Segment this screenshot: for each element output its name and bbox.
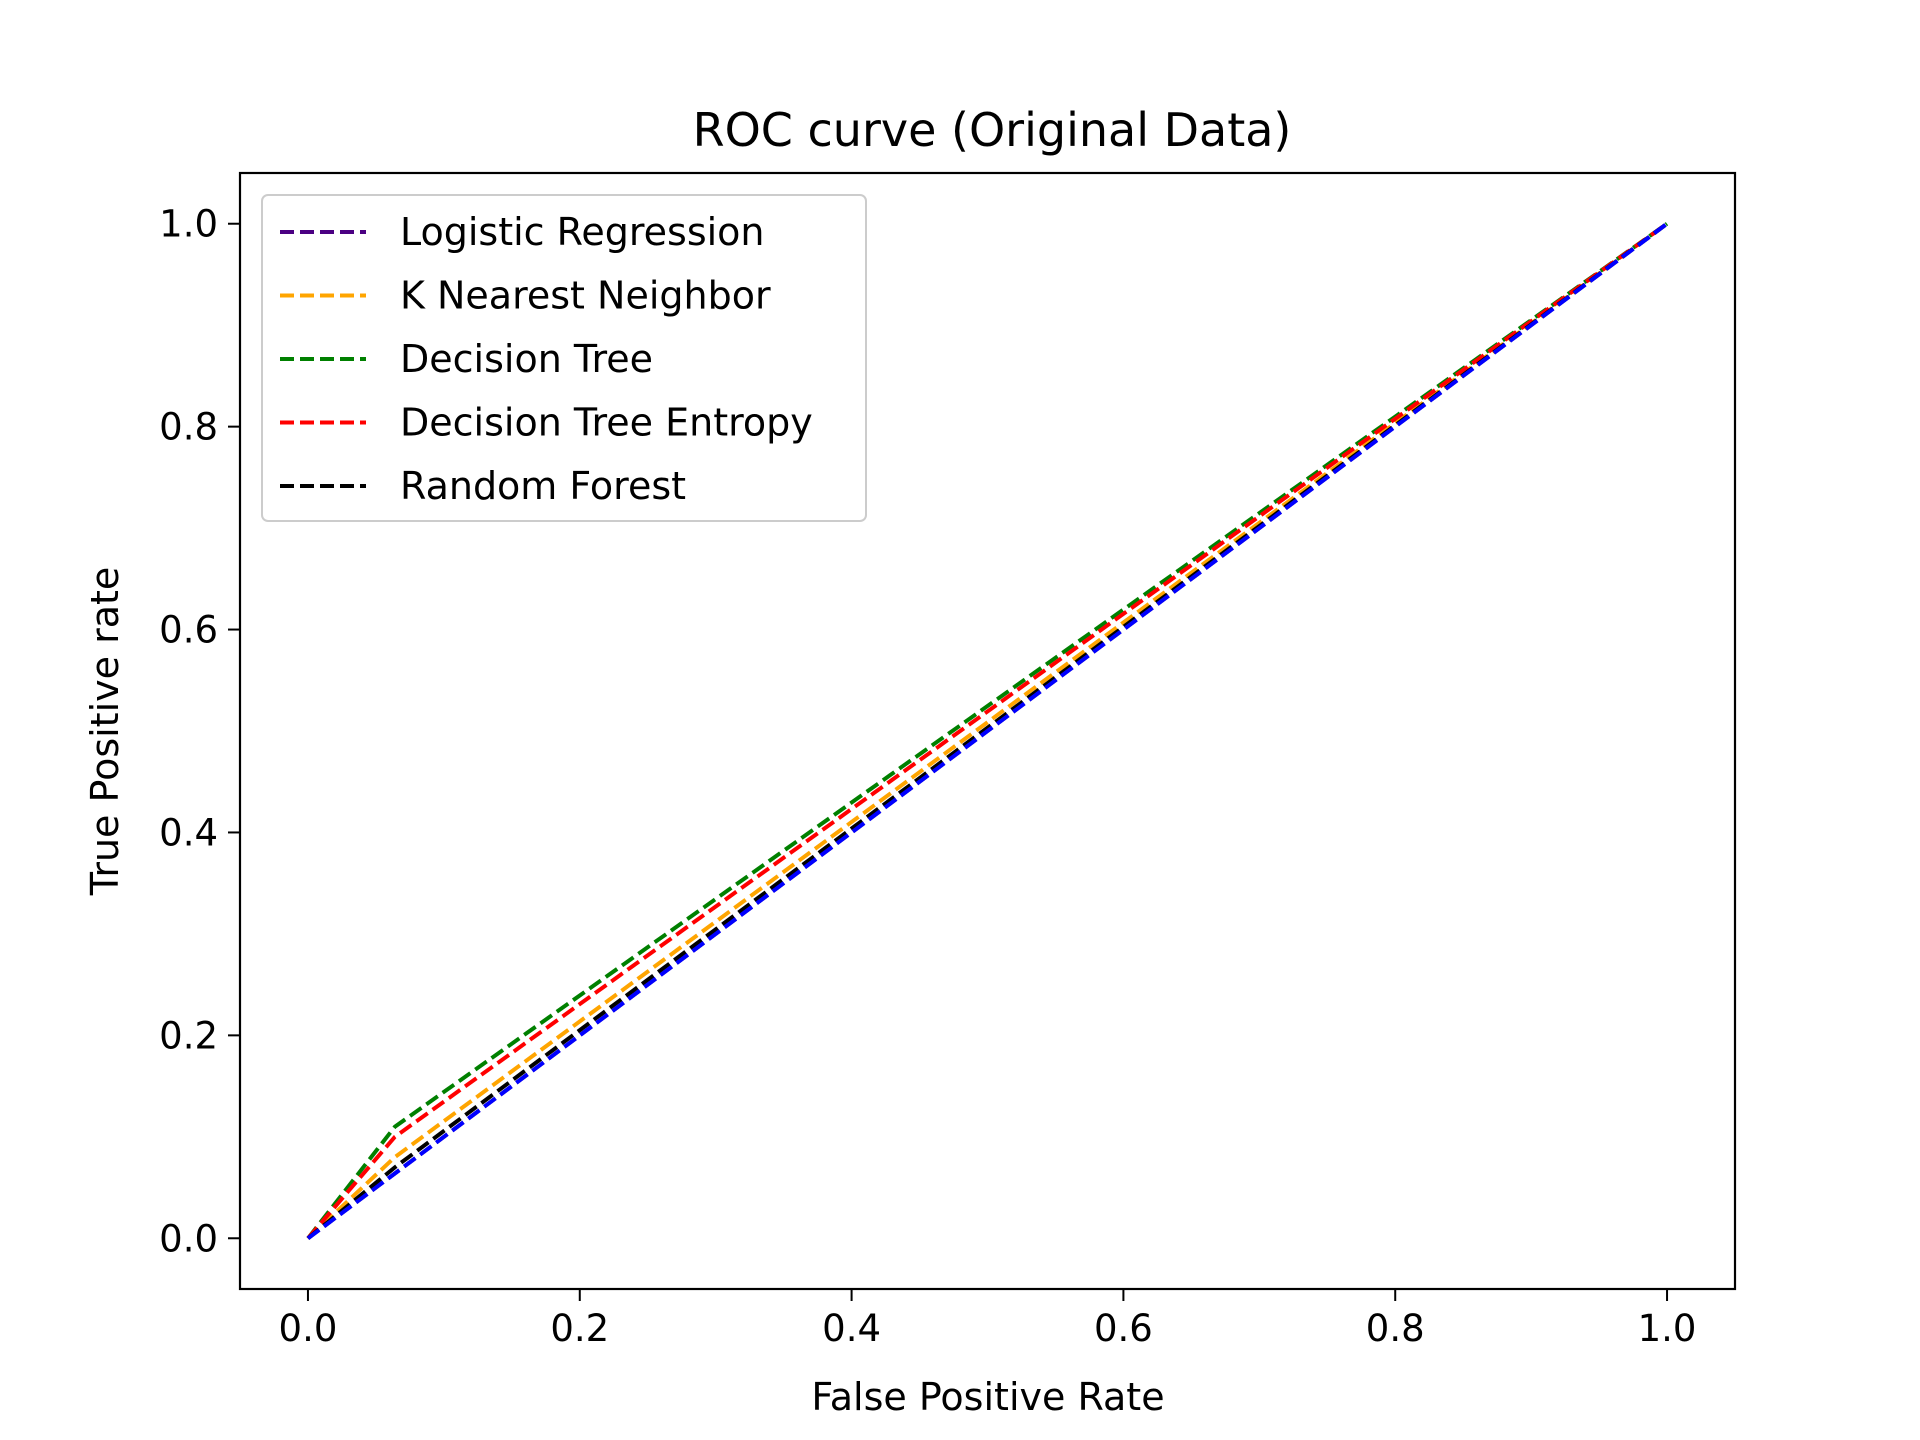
y-axis-ticks: 0.0 0.2 0.4 0.6 0.8 1.0 bbox=[159, 203, 240, 1260]
x-tick-label: 0.6 bbox=[1094, 1307, 1153, 1350]
legend-label: Random Forest bbox=[400, 464, 686, 508]
x-tick-label: 0.0 bbox=[279, 1307, 338, 1350]
legend-label: Decision Tree bbox=[400, 337, 653, 381]
legend-entries: Logistic Regression K Nearest Neighbor Dec… bbox=[280, 210, 813, 508]
y-tick-label: 0.2 bbox=[159, 1014, 218, 1057]
series-line-decision-tree bbox=[306, 222, 1669, 1240]
x-tick-label: 0.2 bbox=[550, 1307, 609, 1350]
x-tick-label: 1.0 bbox=[1638, 1307, 1697, 1350]
legend-label: K Nearest Neighbor bbox=[400, 274, 771, 318]
y-tick-label: 0.6 bbox=[159, 609, 218, 652]
plot-frame bbox=[238, 171, 1737, 1291]
legend-label: Decision Tree Entropy bbox=[400, 401, 813, 445]
legend: Logistic Regression K Nearest Neighbor Dec… bbox=[261, 194, 867, 522]
y-axis-label: True Positive rate bbox=[83, 567, 127, 897]
y-tick-label: 1.0 bbox=[159, 203, 218, 246]
x-axis-ticks: 0.0 0.2 0.4 0.6 0.8 1.0 bbox=[279, 1289, 1697, 1350]
legend-box bbox=[261, 194, 867, 522]
x-tick-label: 0.4 bbox=[822, 1307, 881, 1350]
y-tick-label: 0.4 bbox=[159, 811, 218, 854]
y-tick-label: 0.0 bbox=[159, 1217, 218, 1260]
x-tick-label: 0.8 bbox=[1366, 1307, 1425, 1350]
y-tick-label: 0.8 bbox=[159, 406, 218, 449]
series-line-k-nearest-neighbor bbox=[306, 222, 1669, 1240]
x-axis-label: False Positive Rate bbox=[811, 1375, 1164, 1419]
series-line-reference-5 bbox=[306, 222, 1669, 1240]
legend-label: Logistic Regression bbox=[400, 210, 765, 254]
chart-title: ROC curve (Original Data) bbox=[693, 103, 1292, 157]
series-layer bbox=[306, 222, 1669, 1240]
series-line-decision-tree-entropy bbox=[306, 222, 1669, 1240]
